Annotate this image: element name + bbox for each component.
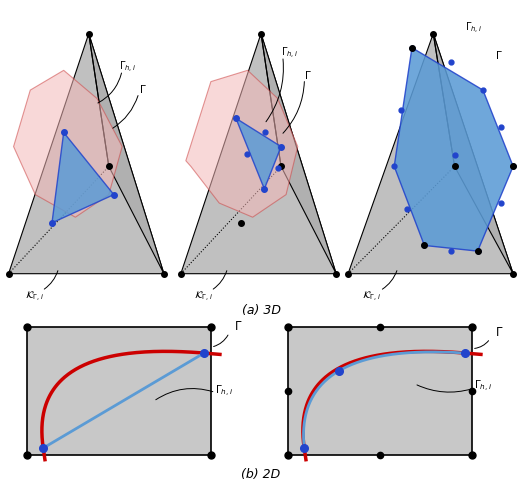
Text: $\Gamma_{h,i}$: $\Gamma_{h,i}$ [474, 379, 492, 394]
Polygon shape [8, 34, 164, 274]
Polygon shape [52, 132, 114, 223]
Polygon shape [186, 70, 298, 217]
Text: $\Gamma$: $\Gamma$ [234, 319, 242, 333]
Text: $\Gamma_{h,i}$: $\Gamma_{h,i}$ [216, 384, 234, 399]
Polygon shape [236, 118, 281, 189]
Polygon shape [348, 34, 513, 274]
Text: $\Gamma$: $\Gamma$ [304, 69, 312, 81]
Text: $\Gamma_{h,i}$: $\Gamma_{h,i}$ [465, 20, 482, 36]
Text: $\Gamma$: $\Gamma$ [495, 325, 503, 338]
Text: $\Gamma$: $\Gamma$ [495, 49, 503, 61]
Polygon shape [394, 48, 513, 251]
Polygon shape [261, 34, 336, 274]
Text: $\mathcal{K}_{\Gamma,i}$: $\mathcal{K}_{\Gamma,i}$ [362, 290, 382, 304]
Text: $\mathcal{K}_{\Gamma,i}$: $\mathcal{K}_{\Gamma,i}$ [25, 290, 44, 304]
Polygon shape [433, 34, 513, 274]
Text: $\Gamma_{h,i}$: $\Gamma_{h,i}$ [281, 46, 298, 61]
Text: $\Gamma_{h,i}$: $\Gamma_{h,i}$ [119, 60, 136, 75]
Polygon shape [27, 327, 211, 455]
Text: $\mathcal{K}_{\Gamma,i}$: $\mathcal{K}_{\Gamma,i}$ [194, 290, 213, 304]
Text: (a) 3D: (a) 3D [242, 304, 280, 318]
Text: $\Gamma$: $\Gamma$ [139, 83, 147, 95]
Polygon shape [181, 34, 336, 274]
Text: (b) 2D: (b) 2D [241, 468, 281, 481]
Polygon shape [89, 34, 164, 274]
Polygon shape [14, 70, 122, 217]
Polygon shape [288, 327, 472, 455]
